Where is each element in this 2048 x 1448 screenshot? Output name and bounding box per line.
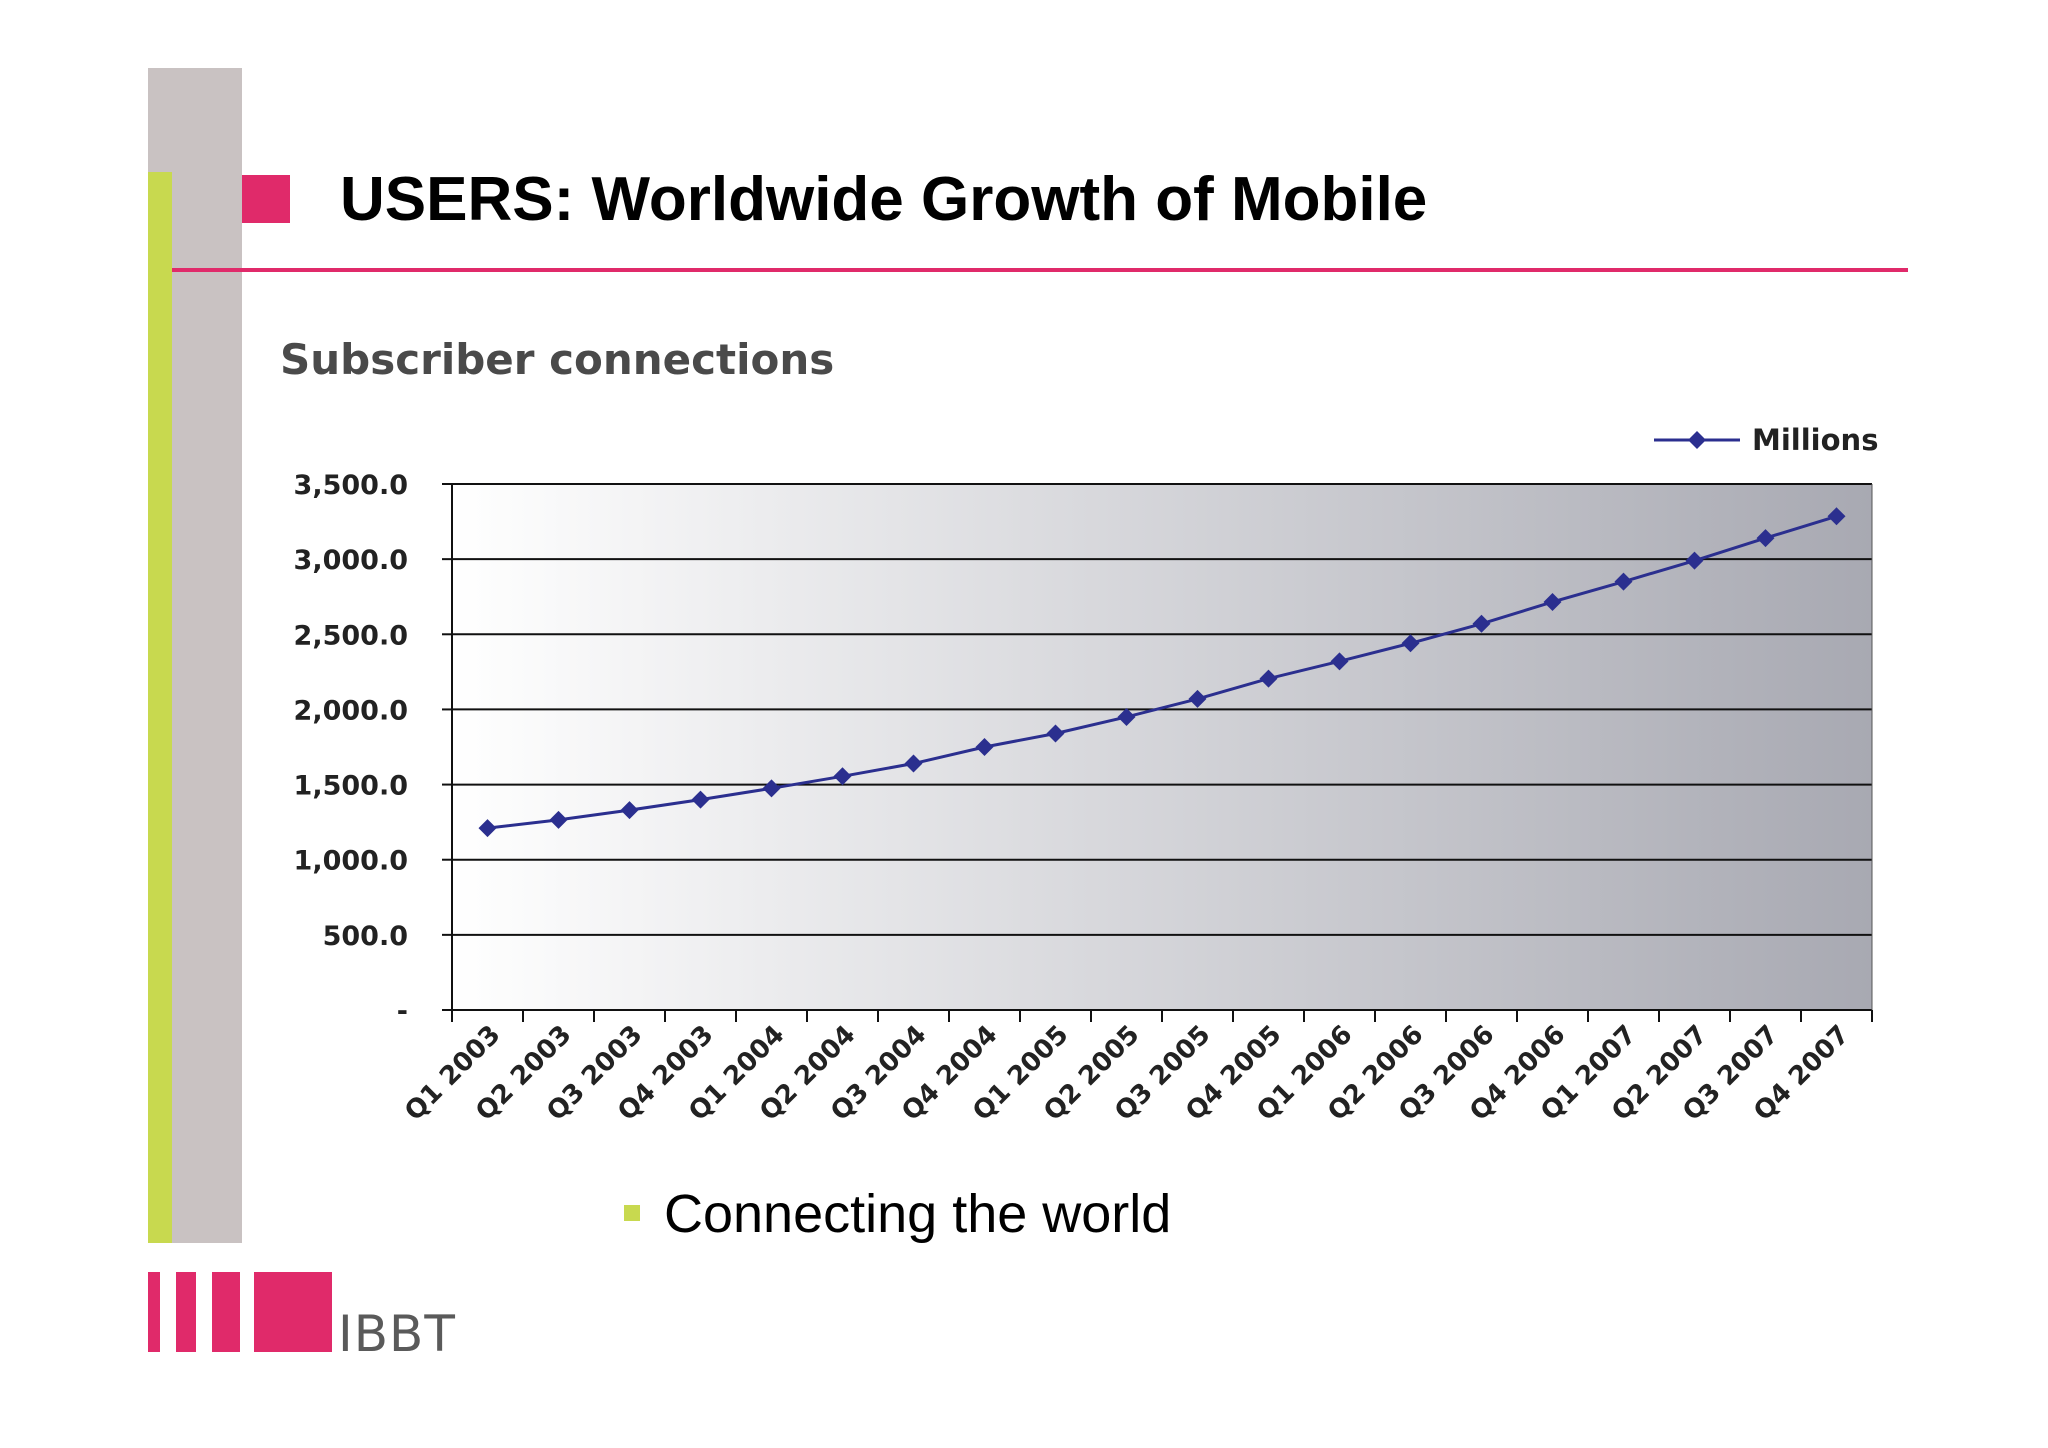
data-point xyxy=(620,801,639,820)
data-point xyxy=(975,738,994,756)
gridlines xyxy=(442,483,1872,1011)
chart-title: Subscriber connections xyxy=(280,335,835,384)
data-point xyxy=(1827,507,1846,526)
y-tick-label: 2,500.0 xyxy=(294,620,408,651)
legend-label: Millions xyxy=(1752,423,1878,457)
data-point xyxy=(1117,707,1136,726)
plot-area xyxy=(452,484,1872,1010)
data-point xyxy=(1330,652,1349,671)
legend: Millions xyxy=(1654,423,1878,457)
data-point xyxy=(1756,529,1775,548)
data-point xyxy=(1259,669,1278,688)
y-tick-label: 500.0 xyxy=(323,921,408,952)
y-tick-label: - xyxy=(397,996,408,1027)
logo-text: IBBT xyxy=(338,1305,456,1363)
data-point xyxy=(691,790,710,809)
side-decor-green-bar xyxy=(148,172,172,1243)
logo-bar-1 xyxy=(148,1272,160,1352)
data-point xyxy=(549,810,568,829)
y-tick-label: 2,000.0 xyxy=(294,695,408,726)
y-tick-label: 1,000.0 xyxy=(294,846,408,877)
y-tick-label: 1,500.0 xyxy=(294,771,408,802)
data-point xyxy=(1472,614,1491,633)
data-point xyxy=(1046,724,1065,743)
data-point xyxy=(478,819,497,838)
data-point xyxy=(1614,572,1633,591)
legend-marker xyxy=(1688,431,1706,449)
data-point xyxy=(1685,551,1704,570)
data-point xyxy=(1188,689,1207,708)
series-line xyxy=(487,514,1837,830)
axes xyxy=(451,484,1873,1022)
slide-title: USERS: Worldwide Growth of Mobile xyxy=(340,165,1428,234)
bullet-marker xyxy=(624,1205,640,1221)
series-millions xyxy=(478,507,1846,838)
data-point xyxy=(833,767,852,786)
bullet-text: Connecting the world xyxy=(664,1184,1172,1244)
title-bullet-square xyxy=(242,175,290,223)
y-tick-label: 3,500.0 xyxy=(294,470,408,501)
logo-bar-4 xyxy=(254,1272,332,1352)
data-point xyxy=(1401,634,1420,653)
data-point xyxy=(1543,592,1562,611)
y-tick-label: 3,000.0 xyxy=(294,545,408,576)
title-underline xyxy=(172,268,1908,272)
data-point xyxy=(762,779,781,798)
logo-bar-2 xyxy=(176,1272,196,1352)
data-point xyxy=(904,754,923,773)
logo-bar-3 xyxy=(212,1272,240,1352)
y-axis-tick-labels: - 500.0 1,000.0 1,500.0 2,000.0 2,500.0 3,000.… xyxy=(294,470,408,1027)
